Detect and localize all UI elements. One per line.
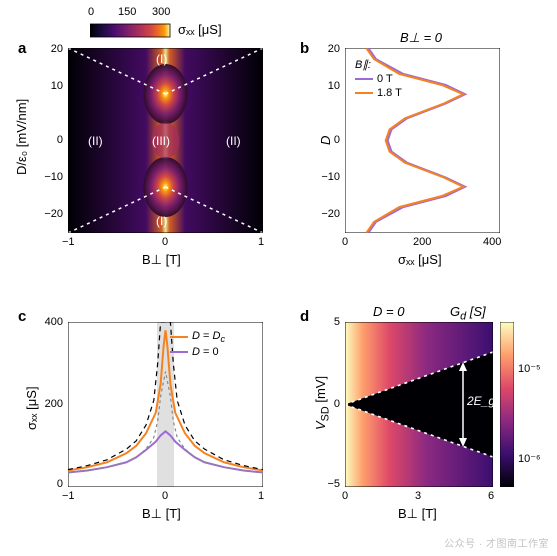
colorbar-d: 10⁻⁵ 10⁻⁶ [500, 322, 514, 487]
region-label: (II) [226, 134, 241, 148]
ylabel-c: σₓₓ [μS] [24, 386, 39, 430]
ytick: 0 [57, 134, 63, 146]
cbar-tick: 150 [118, 6, 136, 18]
cbar-title: σₓₓ [μS] [178, 22, 222, 37]
ytick: 10 [328, 80, 340, 92]
ytick: −20 [44, 208, 63, 220]
xlabel-b: σₓₓ [μS] [398, 252, 442, 267]
legend-label: D = 0 [192, 346, 219, 358]
ytick: 200 [45, 398, 63, 410]
figure-container: 0 150 300 σₓₓ [μS] a [0, 0, 557, 556]
xtick: −1 [62, 490, 75, 502]
ylabel-a: D/ε₀ [mV/nm] [14, 99, 29, 175]
xtick: −1 [62, 236, 75, 248]
legend-label: 1.8 T [377, 87, 402, 99]
title-b: B⊥ = 0 [400, 30, 442, 46]
ytick: 20 [51, 43, 63, 55]
xtick: 0 [162, 236, 168, 248]
region-label: (II) [88, 134, 103, 148]
panel-c: D = Dc D = 0 400 200 0 −1 0 1 [68, 322, 263, 487]
cbar-tick: 10⁻⁵ [518, 362, 541, 375]
legend-swatch [170, 351, 188, 353]
panel-label-a: a [18, 40, 26, 57]
colorbar-a: 0 150 300 σₓₓ [μS] [90, 6, 220, 40]
cbar-tick: 0 [88, 6, 94, 18]
ytick: 20 [328, 43, 340, 55]
legend-title: B∥: [355, 58, 402, 71]
ylabel-d: VSD [mV] [313, 376, 332, 430]
legend-swatch [355, 92, 373, 94]
region-label: (I) [156, 214, 167, 228]
xtick: 1 [258, 490, 264, 502]
gap-label: 2E_g [467, 394, 495, 408]
xtick: 0 [342, 490, 348, 502]
legend-c: D = Dc D = 0 [170, 330, 225, 358]
legend-label: 0 T [377, 73, 393, 85]
ytick: −20 [321, 208, 340, 220]
xtick: 0 [342, 236, 348, 248]
xlabel-d: B⊥ [T] [398, 506, 437, 522]
panel-b: B∥: 0 T 1.8 T 20 10 0 −10 −20 0 200 400 [345, 48, 500, 233]
legend-label: D = Dc [192, 330, 225, 344]
ytick: −10 [44, 171, 63, 183]
ylabel-b: D [318, 136, 333, 145]
xtick: 400 [483, 236, 501, 248]
legend-swatch [355, 78, 373, 80]
xtick: 6 [488, 490, 494, 502]
ytick: 0 [334, 134, 340, 146]
legend-swatch [170, 336, 188, 338]
ytick: −10 [321, 171, 340, 183]
legend-item: D = Dc [170, 330, 225, 344]
xtick: 200 [413, 236, 431, 248]
ytick: 10 [51, 80, 63, 92]
panel-d: 2E_g 5 0 −5 0 3 6 [345, 322, 493, 487]
ytick: −5 [327, 478, 340, 490]
xlabel-c: B⊥ [T] [142, 506, 181, 522]
xtick: 1 [258, 236, 264, 248]
legend-item: D = 0 [170, 346, 225, 358]
panel-label-b: b [300, 40, 309, 57]
title-d: D = 0 [373, 304, 404, 319]
legend-b: B∥: 0 T 1.8 T [355, 58, 402, 99]
cbar-title-d: Gd [S] [450, 304, 486, 323]
panel-a: (I) (II) (III) (II) (I) 20 10 0 −10 −20 … [68, 48, 263, 233]
legend-item: 1.8 T [355, 87, 402, 99]
ytick: 0 [57, 478, 63, 490]
region-label: (I) [156, 52, 167, 66]
ytick: 0 [334, 398, 340, 410]
cbar-tick: 10⁻⁶ [518, 452, 541, 465]
panel-label-c: c [18, 308, 26, 325]
ytick: 5 [334, 316, 340, 328]
panel-label-d: d [300, 308, 309, 325]
watermark: 公众号 · 才图南工作室 [444, 535, 549, 550]
xtick: 3 [415, 490, 421, 502]
cbar-tick: 300 [152, 6, 170, 18]
xlabel-a: B⊥ [T] [142, 252, 181, 268]
region-label: (III) [152, 134, 170, 148]
ytick: 400 [45, 316, 63, 328]
legend-item: 0 T [355, 73, 402, 85]
xtick: 0 [162, 490, 168, 502]
